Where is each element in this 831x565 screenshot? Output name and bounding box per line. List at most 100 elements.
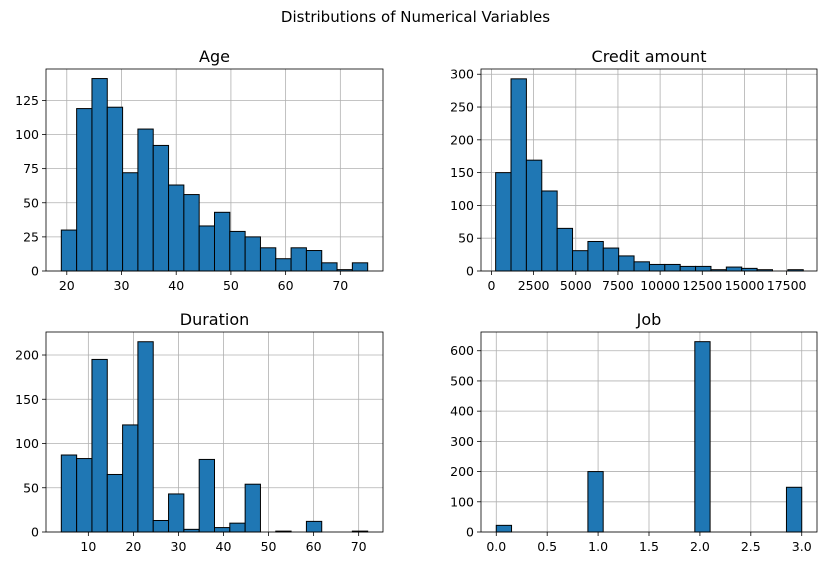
x-tick-label: 5000: [560, 278, 592, 293]
histogram-bar: [244, 483, 261, 533]
histogram-bar: [244, 236, 261, 272]
histogram-bar: [510, 78, 527, 272]
y-tick-label: 100: [15, 436, 39, 451]
y-tick-label: 300: [450, 434, 474, 449]
histogram-bar: [137, 128, 154, 272]
histogram-bar: [572, 250, 589, 272]
histogram-bar: [275, 258, 292, 272]
x-tick-label: 15000: [725, 278, 765, 293]
y-tick-label: 50: [458, 231, 474, 246]
job-histogram: 0.0 0.5 1.0 1.5 2.0 2.5 3.0 0 100 200 300 400 500 600…: [450, 310, 818, 554]
y-tick-label: 500: [450, 373, 474, 388]
histogram-bar: [694, 341, 711, 533]
y-tick-label: 200: [450, 132, 474, 147]
histogram-bar: [229, 230, 246, 272]
x-tick-label: 10: [80, 539, 96, 554]
x-tick-label: 2.5: [741, 539, 761, 554]
histogram-bar: [76, 108, 93, 272]
histogram-bar: [290, 247, 307, 272]
x-tick-label: 40: [168, 278, 184, 293]
histogram-bar: [152, 144, 170, 272]
histogram-bar: [495, 172, 512, 272]
y-tick-label: 50: [23, 480, 39, 495]
x-tick-label: 0.5: [537, 539, 557, 554]
histogram-bar: [214, 211, 231, 272]
histogram-bar: [91, 78, 108, 272]
histogram-bar: [214, 527, 231, 533]
x-tick-label: 3.0: [792, 539, 812, 554]
histogram-bar: [122, 172, 139, 272]
x-tick-label: 7500: [602, 278, 634, 293]
y-tick-label: 125: [15, 93, 39, 108]
age-title: Age: [199, 47, 230, 66]
histogram-bar: [587, 240, 604, 272]
histogram-bar: [76, 458, 93, 533]
histogram-bar: [633, 261, 650, 272]
histogram-bar: [785, 486, 803, 533]
histogram-bar: [679, 265, 697, 272]
y-tick-label: 200: [450, 464, 474, 479]
histogram-bar: [229, 522, 246, 533]
y-tick-label: 25: [23, 229, 39, 244]
duration-title: Duration: [180, 310, 250, 329]
histogram-bar: [137, 341, 154, 533]
axes-frame: [45, 331, 384, 533]
y-tick-label: 0: [466, 525, 474, 540]
x-tick-label: 2.0: [690, 539, 710, 554]
x-tick-label: 30: [114, 278, 130, 293]
histogram-bar: [168, 184, 185, 272]
histogram-bar: [525, 159, 543, 272]
figure-title: Distributions of Numerical Variables: [280, 8, 551, 26]
histogram-bar: [305, 250, 323, 272]
x-tick-label: 30: [171, 539, 187, 554]
histogram-bar: [618, 255, 635, 272]
histogram-bar: [541, 190, 558, 272]
y-tick-label: 250: [450, 100, 474, 115]
histogram-bar: [168, 493, 185, 533]
histogram-bar: [183, 194, 200, 272]
x-tick-label: 10000: [640, 278, 680, 293]
axes-frame: [45, 68, 384, 272]
y-tick-label: 100: [450, 198, 474, 213]
histogram-bar: [725, 266, 743, 272]
histogram-bar: [602, 247, 620, 272]
histogram-bar: [198, 225, 216, 272]
x-tick-label: 0.0: [486, 539, 506, 554]
histogram-bar: [587, 471, 604, 533]
y-tick-label: 200: [15, 348, 39, 363]
y-tick-label: 75: [23, 161, 39, 176]
credit-amount-histogram: 0 2500 5000 7500 10000 12500 15000 17500 0 50 100 1…: [450, 47, 818, 293]
histogram-bar: [259, 247, 277, 272]
axes-frame: [480, 68, 818, 272]
histogram-bar: [648, 263, 666, 272]
histogram-bar: [122, 424, 139, 533]
histogram-bar: [305, 520, 323, 533]
x-tick-label: 1.0: [588, 539, 608, 554]
duration-histogram: 10 20 30 40 50 60 70 0 50 100 150 200 Duration: [15, 310, 384, 554]
histogram-bar: [495, 524, 513, 533]
x-tick-label: 70: [351, 539, 367, 554]
y-tick-label: 150: [15, 392, 39, 407]
x-tick-label: 17500: [767, 278, 807, 293]
x-tick-label: 40: [216, 539, 232, 554]
histogram-bar: [198, 458, 216, 533]
histogram-bar: [106, 473, 124, 533]
x-tick-label: 60: [306, 539, 322, 554]
y-tick-label: 600: [450, 343, 474, 358]
histogram-bar: [556, 227, 574, 272]
y-tick-label: 100: [450, 494, 474, 509]
histogram-bar: [321, 262, 338, 272]
y-tick-label: 150: [450, 165, 474, 180]
age-histogram: 20 30 40 50 60 70 0 25 50 75 100 125 Age: [15, 47, 384, 293]
y-tick-label: 100: [15, 127, 39, 142]
job-title: Job: [636, 310, 662, 329]
histogram-bar: [60, 454, 78, 533]
x-tick-label: 50: [223, 278, 239, 293]
y-tick-label: 0: [31, 525, 39, 540]
x-tick-label: 0: [487, 278, 495, 293]
x-tick-label: 20: [59, 278, 75, 293]
y-tick-label: 300: [450, 67, 474, 82]
x-tick-label: 60: [278, 278, 294, 293]
histogram-bar: [664, 263, 681, 272]
